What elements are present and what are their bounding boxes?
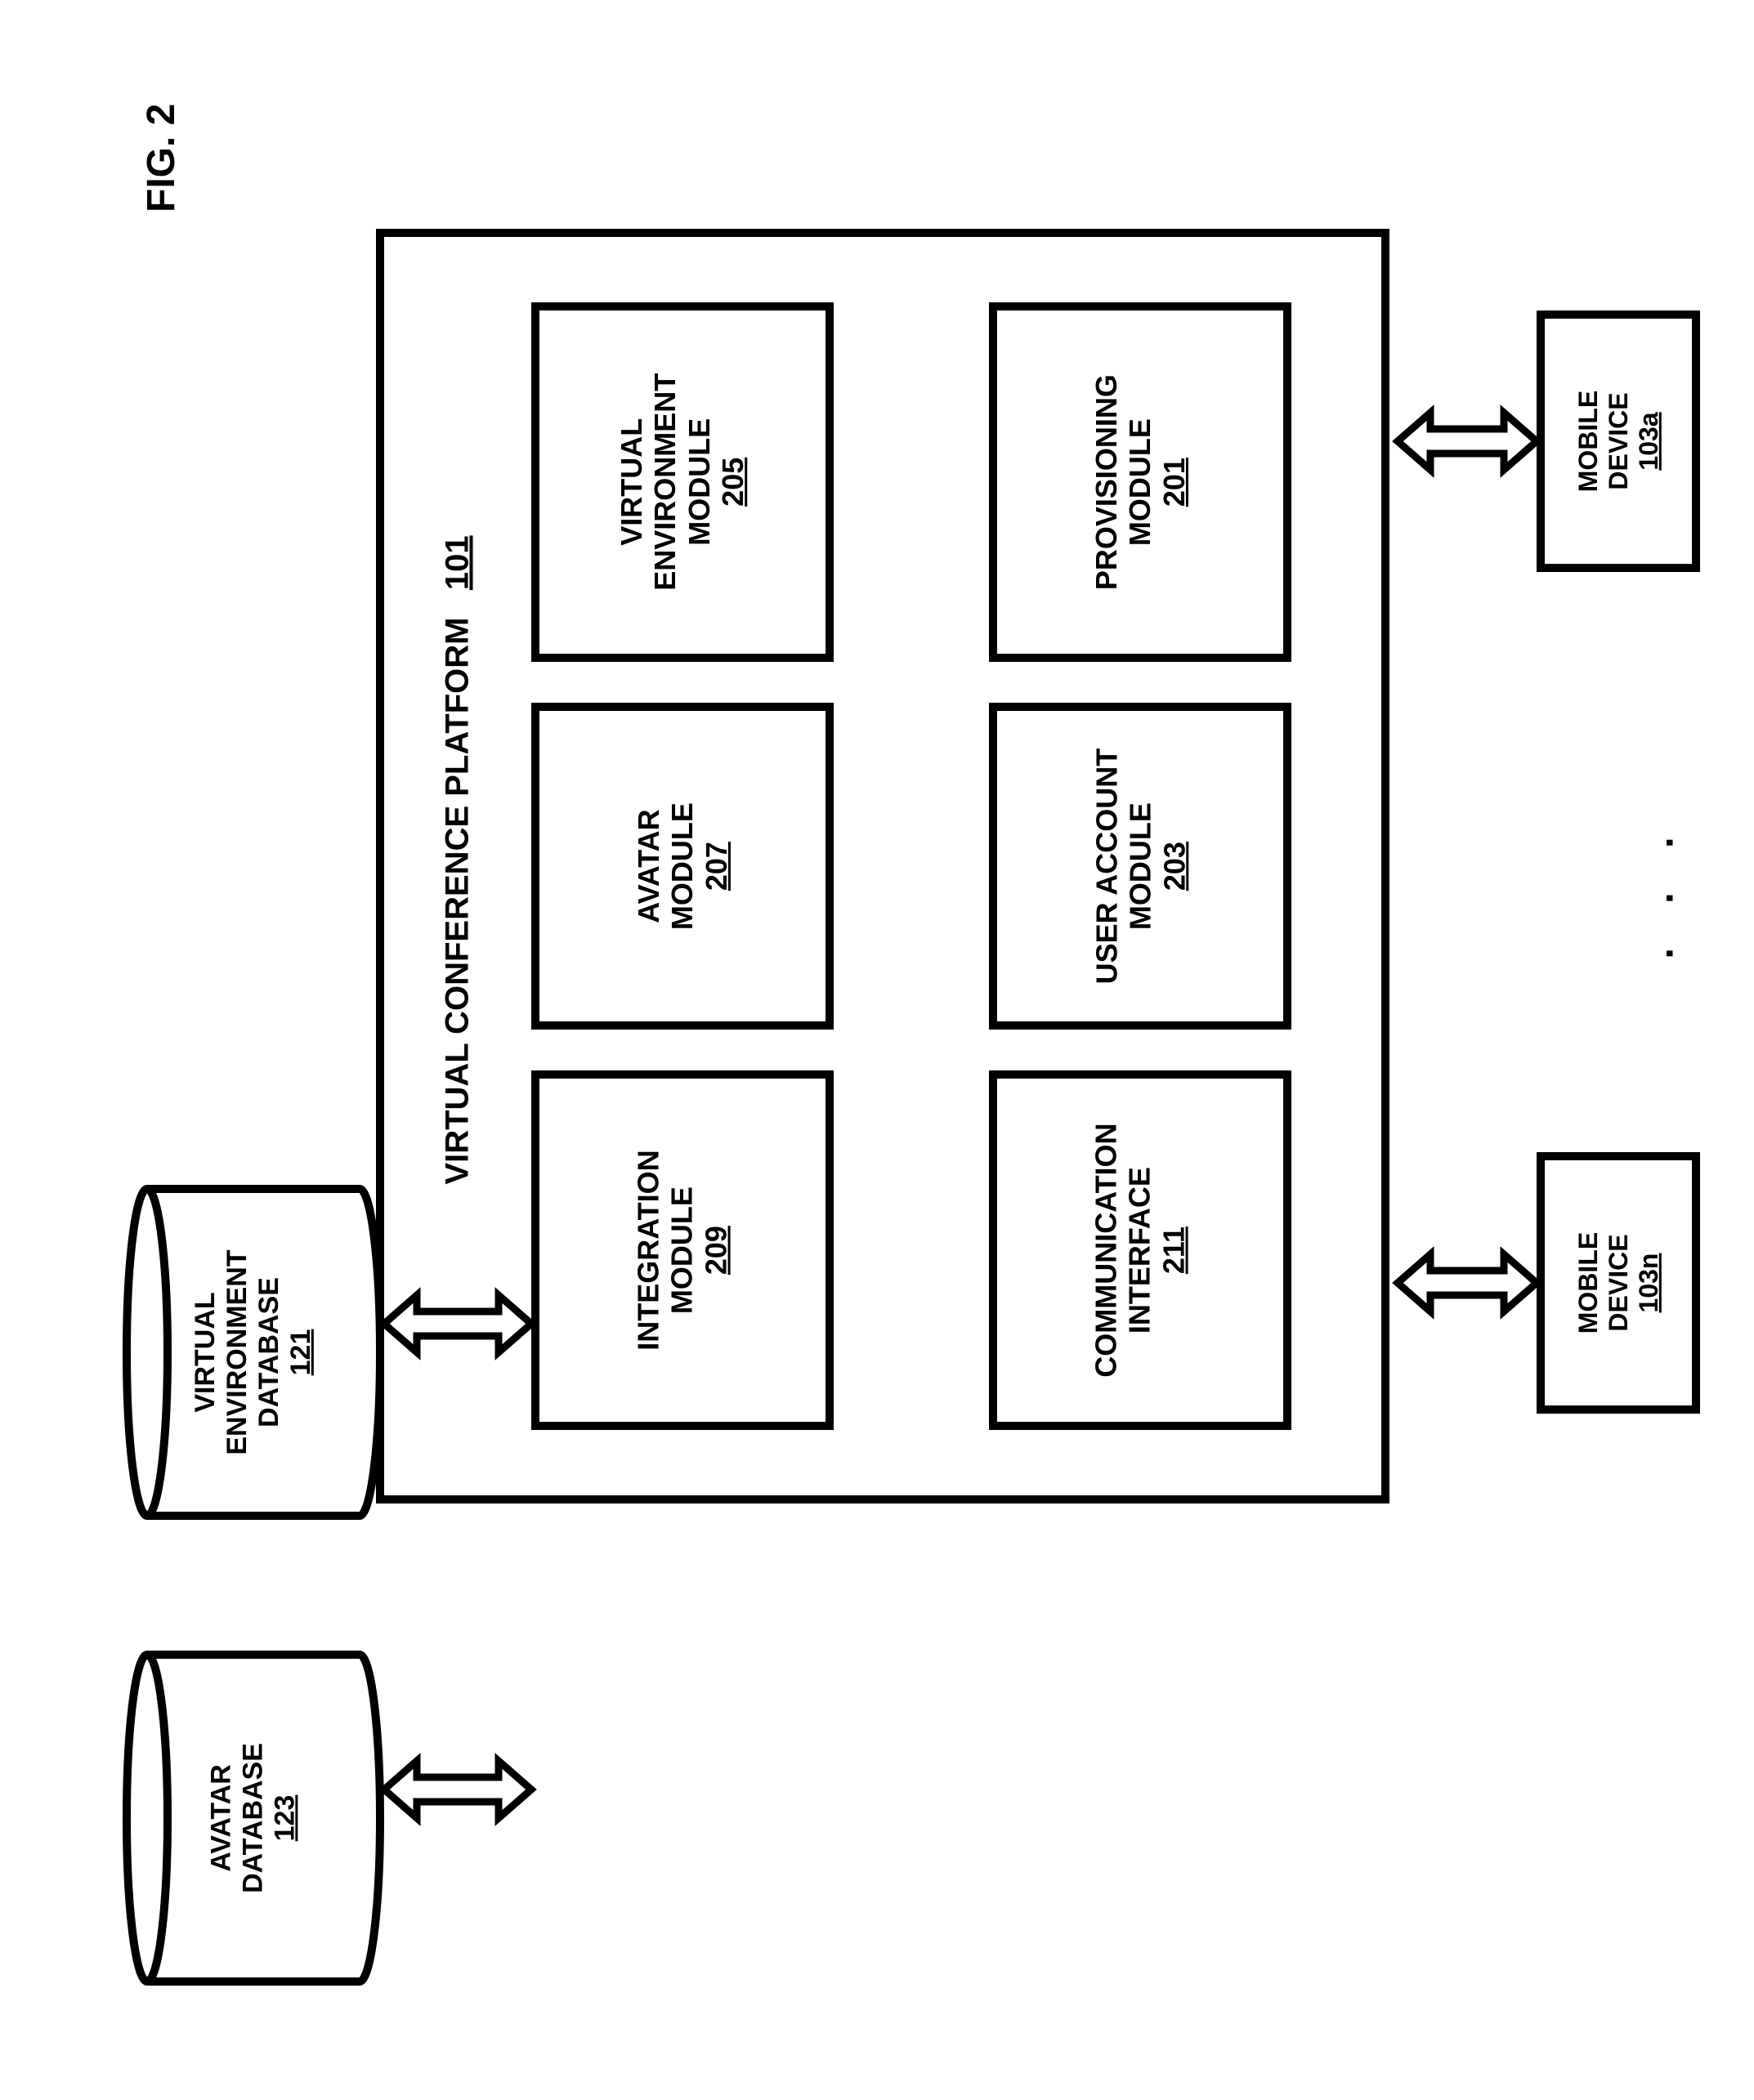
- diagram-canvas: FIG. 2 VIRTUAL CONFERENCE PLATFORM 101 V…: [0, 0, 1754, 2100]
- device-ellipsis: . . .: [1635, 820, 1683, 958]
- arrow-comm-to-avatar-db: [384, 1761, 531, 1818]
- arrow-platform-to-device-a: [1398, 413, 1537, 470]
- arrow-platform-to-device-n: [1398, 1254, 1537, 1311]
- arrow-integration-to-ve-db: [384, 1295, 531, 1352]
- connector-arrows: [0, 0, 1754, 2100]
- ellipsis-text: . . .: [1636, 820, 1682, 958]
